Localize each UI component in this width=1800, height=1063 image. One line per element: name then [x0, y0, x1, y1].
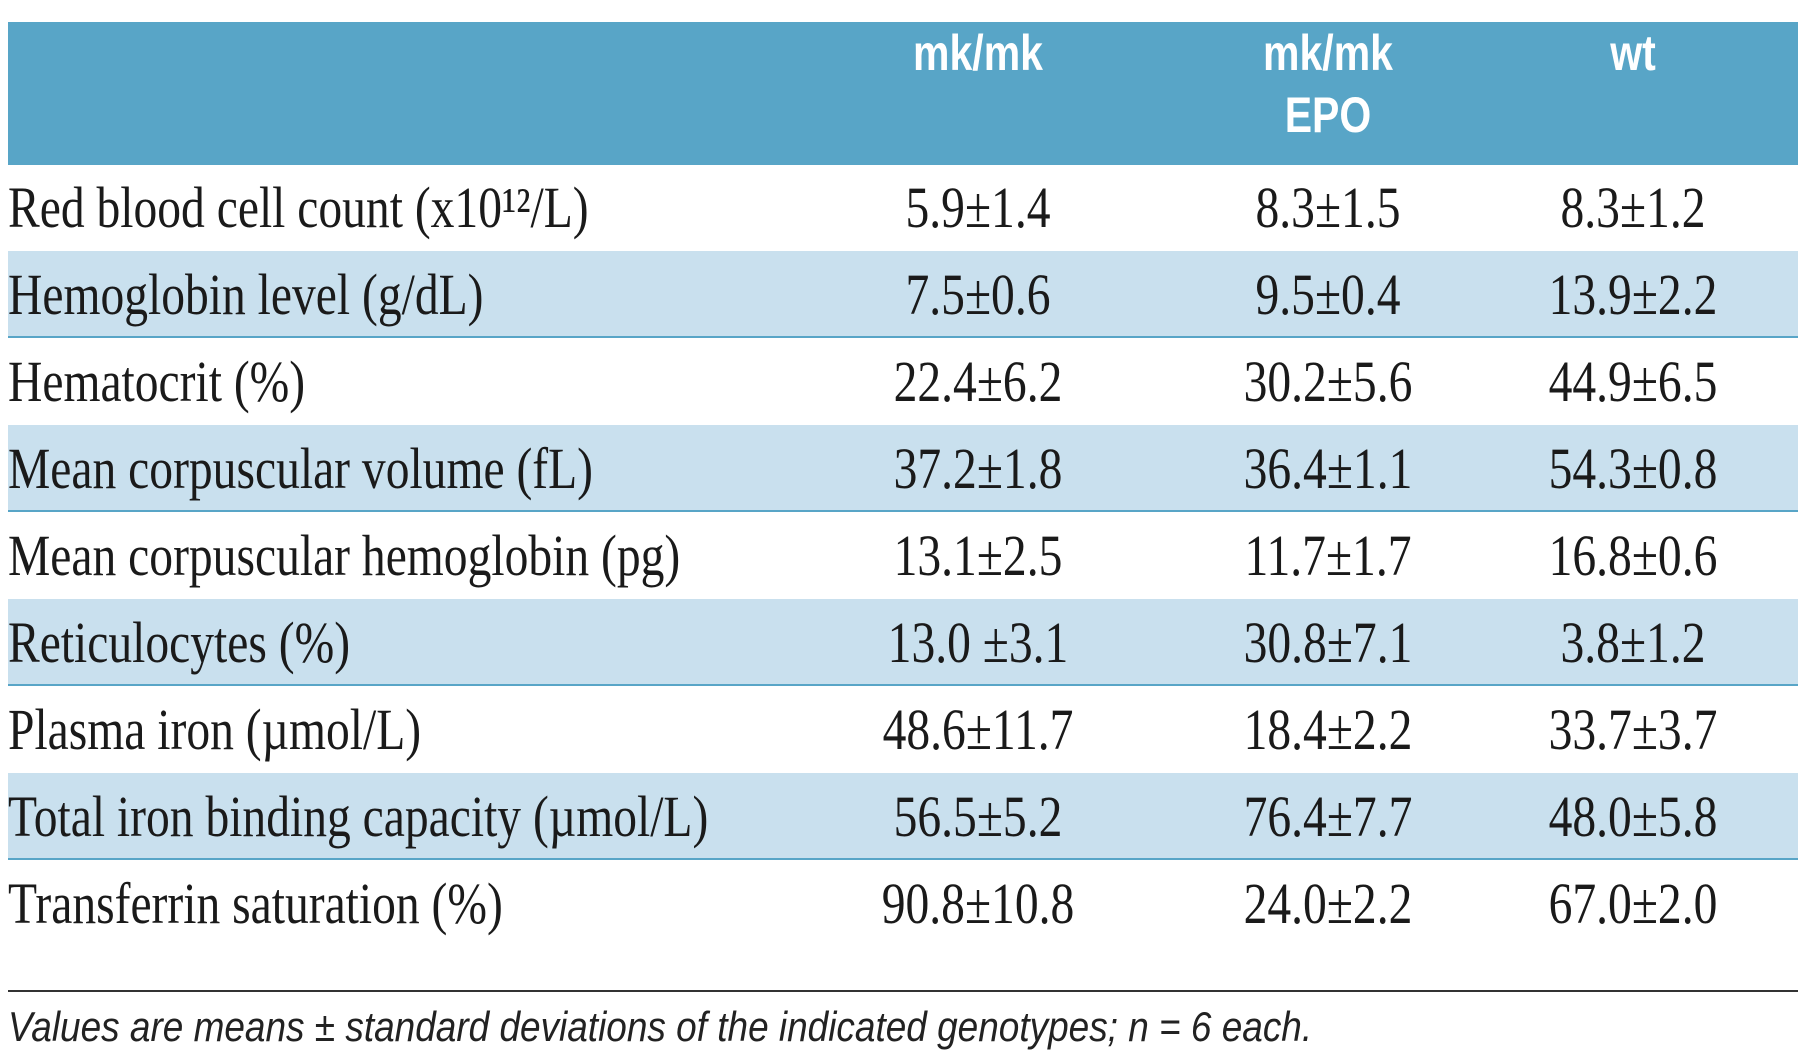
- cell-mkmk-epo: 11.7±1.7: [1244, 523, 1412, 588]
- header-col-mkmk-label: mk/mk: [913, 25, 1043, 81]
- header-col-mkmk-epo: mk/mk EPO: [1164, 22, 1492, 165]
- row-label: Mean corpuscular hemoglobin (pg): [8, 523, 681, 588]
- table-row: Total iron binding capacity (µmol/L) 56.…: [8, 773, 1798, 860]
- row-label: Plasma iron (µmol/L): [8, 697, 422, 762]
- cell-wt: 33.7±3.7: [1548, 697, 1718, 762]
- row-label: Hemoglobin level (g/dL): [8, 262, 484, 327]
- row-label: Reticulocytes (%): [8, 610, 351, 675]
- cell-wt: 16.8±0.6: [1548, 523, 1718, 588]
- cell-mkmk: 13.1±2.5: [893, 523, 1063, 588]
- header-col-mkmk-epo-line1: mk/mk: [1263, 25, 1393, 81]
- cell-mkmk-epo: 8.3±1.5: [1255, 175, 1401, 240]
- cell-mkmk: 5.9±1.4: [905, 175, 1051, 240]
- data-table: mk/mk mk/mk EPO wt: [8, 22, 1798, 165]
- table-row: Hematocrit (%) 22.4±6.2 30.2±5.6 44.9±6.…: [8, 338, 1798, 425]
- table-footnote: Values are means ± standard deviations o…: [8, 1003, 1313, 1050]
- cell-mkmk-epo: 30.2±5.6: [1243, 349, 1413, 414]
- header-col-mkmk: mk/mk: [814, 22, 1142, 165]
- cell-wt: 48.0±5.8: [1548, 784, 1718, 849]
- row-label: Total iron binding capacity (µmol/L): [8, 784, 709, 849]
- cell-mkmk: 48.6±11.7: [882, 697, 1074, 762]
- cell-wt: 8.3±1.2: [1560, 175, 1706, 240]
- cell-wt: 67.0±2.0: [1548, 871, 1718, 936]
- cell-mkmk: 37.2±1.8: [893, 436, 1063, 501]
- cell-mkmk-epo: 30.8±7.1: [1243, 610, 1413, 675]
- row-label: Transferrin saturation (%): [8, 871, 503, 936]
- cell-mkmk-epo: 24.0±2.2: [1243, 871, 1413, 936]
- cell-wt: 13.9±2.2: [1548, 262, 1718, 327]
- table-header: mk/mk mk/mk EPO wt: [8, 22, 1798, 165]
- table-row: Mean corpuscular volume (fL) 37.2±1.8 36…: [8, 425, 1798, 512]
- cell-wt: 44.9±6.5: [1548, 349, 1718, 414]
- table-body: Red blood cell count (x10¹²/L) 5.9±1.4 8…: [8, 164, 1798, 947]
- cell-mkmk-epo: 76.4±7.7: [1243, 784, 1413, 849]
- cell-mkmk-epo: 9.5±0.4: [1255, 262, 1401, 327]
- header-col-wt: wt: [1469, 22, 1797, 165]
- table-row: Reticulocytes (%) 13.0 ±3.1 30.8±7.1 3.8…: [8, 599, 1798, 686]
- header-col-wt-label: wt: [1610, 25, 1656, 81]
- cell-mkmk-epo: 18.4±2.2: [1243, 697, 1413, 762]
- row-label: Hematocrit (%): [8, 349, 306, 414]
- cell-mkmk-epo: 36.4±1.1: [1243, 436, 1413, 501]
- table-row: Hemoglobin level (g/dL) 7.5±0.6 9.5±0.4 …: [8, 251, 1798, 338]
- table-footer-rule: [8, 990, 1798, 992]
- table-row: Plasma iron (µmol/L) 48.6±11.7 18.4±2.2 …: [8, 686, 1798, 773]
- cell-mkmk: 7.5±0.6: [905, 262, 1051, 327]
- row-label: Mean corpuscular volume (fL): [8, 436, 594, 501]
- cell-wt: 3.8±1.2: [1560, 610, 1706, 675]
- cell-mkmk: 90.8±10.8: [881, 871, 1075, 936]
- header-col-mkmk-epo-line2: EPO: [1284, 87, 1372, 143]
- cell-mkmk: 56.5±5.2: [893, 784, 1063, 849]
- cell-mkmk: 13.0 ±3.1: [887, 610, 1069, 675]
- cell-wt: 54.3±0.8: [1548, 436, 1718, 501]
- table-row: Mean corpuscular hemoglobin (pg) 13.1±2.…: [8, 512, 1798, 599]
- row-label: Red blood cell count (x10¹²/L): [8, 175, 589, 240]
- table-row: Red blood cell count (x10¹²/L) 5.9±1.4 8…: [8, 164, 1798, 251]
- table-row: Transferrin saturation (%) 90.8±10.8 24.…: [8, 860, 1798, 947]
- cell-mkmk: 22.4±6.2: [893, 349, 1063, 414]
